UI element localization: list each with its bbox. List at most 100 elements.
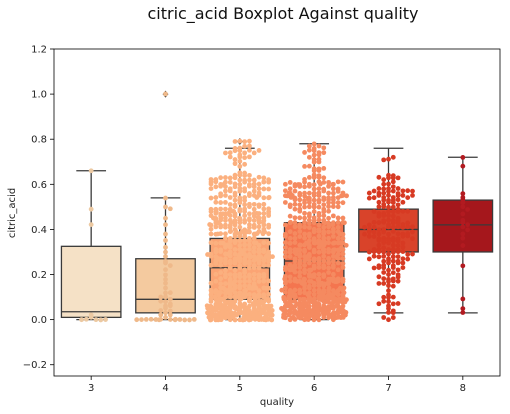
swarm-point — [326, 216, 331, 221]
swarm-point — [94, 317, 99, 322]
swarm-point — [386, 205, 391, 210]
swarm-point — [242, 238, 247, 243]
swarm-point — [302, 263, 307, 268]
swarm-point — [386, 175, 391, 180]
swarm-point — [326, 224, 331, 229]
swarm-point — [237, 243, 242, 248]
swarm-point — [312, 249, 317, 254]
swarm-point — [307, 225, 312, 230]
swarm-point — [209, 232, 214, 237]
swarm-point — [237, 272, 242, 277]
swarm-point — [163, 232, 168, 237]
swarm-point — [308, 313, 313, 318]
swarm-point — [290, 267, 295, 272]
swarm-point — [293, 236, 298, 241]
swarm-point — [220, 297, 225, 302]
swarm-point — [89, 222, 94, 227]
swarm-point — [386, 182, 391, 187]
swarm-point — [297, 270, 302, 275]
swarm-point — [381, 227, 386, 232]
swarm-point — [261, 258, 266, 263]
swarm-point — [465, 207, 470, 212]
swarm-point — [308, 299, 313, 304]
swarm-point — [321, 225, 326, 230]
swarm-point — [307, 148, 312, 153]
swarm-point — [465, 222, 470, 227]
swarm-point — [220, 211, 225, 216]
swarm-point — [247, 204, 252, 209]
x-tick-label: 8 — [460, 383, 466, 394]
swarm-point — [391, 229, 396, 234]
swarm-point — [187, 318, 192, 323]
y-axis-label: citric_acid — [7, 188, 18, 238]
swarm-point — [334, 254, 339, 259]
swarm-point — [302, 205, 307, 210]
swarm-point — [377, 186, 382, 191]
swarm-point — [396, 239, 401, 244]
swarm-point — [286, 313, 291, 318]
swarm-point — [405, 188, 410, 193]
swarm-point — [377, 301, 382, 306]
swarm-point — [377, 274, 382, 279]
swarm-point — [158, 299, 163, 304]
swarm-point — [401, 209, 406, 214]
swarm-point — [241, 318, 246, 323]
swarm-point — [326, 297, 331, 302]
swarm-point — [288, 214, 293, 219]
swarm-point — [302, 177, 307, 182]
swarm-point — [168, 206, 173, 211]
swarm-point — [307, 245, 312, 250]
swarm-point — [297, 225, 302, 230]
swarm-point — [218, 281, 223, 286]
swarm-point — [326, 270, 331, 275]
swarm-point — [396, 175, 401, 180]
chart-title: citric_acid Boxplot Against quality — [147, 4, 418, 24]
swarm-point — [240, 249, 245, 254]
swarm-point — [163, 238, 168, 243]
swarm-point — [247, 139, 252, 144]
swarm-point — [391, 205, 396, 210]
swarm-point — [261, 248, 266, 253]
swarm-point — [302, 236, 307, 241]
swarm-point — [336, 216, 341, 221]
swarm-point — [401, 256, 406, 261]
swarm-point — [401, 234, 406, 239]
swarm-point — [326, 230, 331, 235]
swarm-point — [213, 218, 218, 223]
swarm-point — [158, 308, 163, 313]
swarm-point — [341, 261, 346, 266]
swarm-point — [223, 151, 228, 156]
swarm-point — [330, 182, 335, 187]
swarm-point — [168, 303, 173, 308]
swarm-point — [228, 272, 233, 277]
swarm-point — [391, 310, 396, 315]
swarm-point — [312, 227, 317, 232]
swarm-point — [163, 222, 168, 227]
swarm-point — [261, 279, 266, 284]
swarm-point — [213, 200, 218, 205]
swarm-point — [336, 204, 341, 209]
swarm-point — [386, 310, 391, 315]
swarm-point — [321, 315, 326, 320]
swarm-point — [312, 198, 317, 203]
swarm-point — [396, 202, 401, 207]
swarm-point — [297, 209, 302, 214]
swarm-point — [270, 308, 275, 313]
swarm-point — [228, 202, 233, 207]
swarm-point — [460, 243, 465, 248]
swarm-point — [237, 198, 242, 203]
swarm-point — [307, 211, 312, 216]
swarm-point — [237, 164, 242, 169]
swarm-point — [396, 267, 401, 272]
swarm-point — [381, 295, 386, 300]
swarm-point — [233, 173, 238, 178]
swarm-point — [223, 193, 228, 198]
swarm-point — [401, 249, 406, 254]
swarm-point — [331, 263, 336, 268]
swarm-point — [213, 207, 218, 212]
swarm-point — [255, 294, 260, 299]
swarm-point — [237, 263, 242, 268]
swarm-point — [269, 304, 274, 309]
swarm-point — [367, 223, 372, 228]
swarm-point — [293, 197, 298, 202]
